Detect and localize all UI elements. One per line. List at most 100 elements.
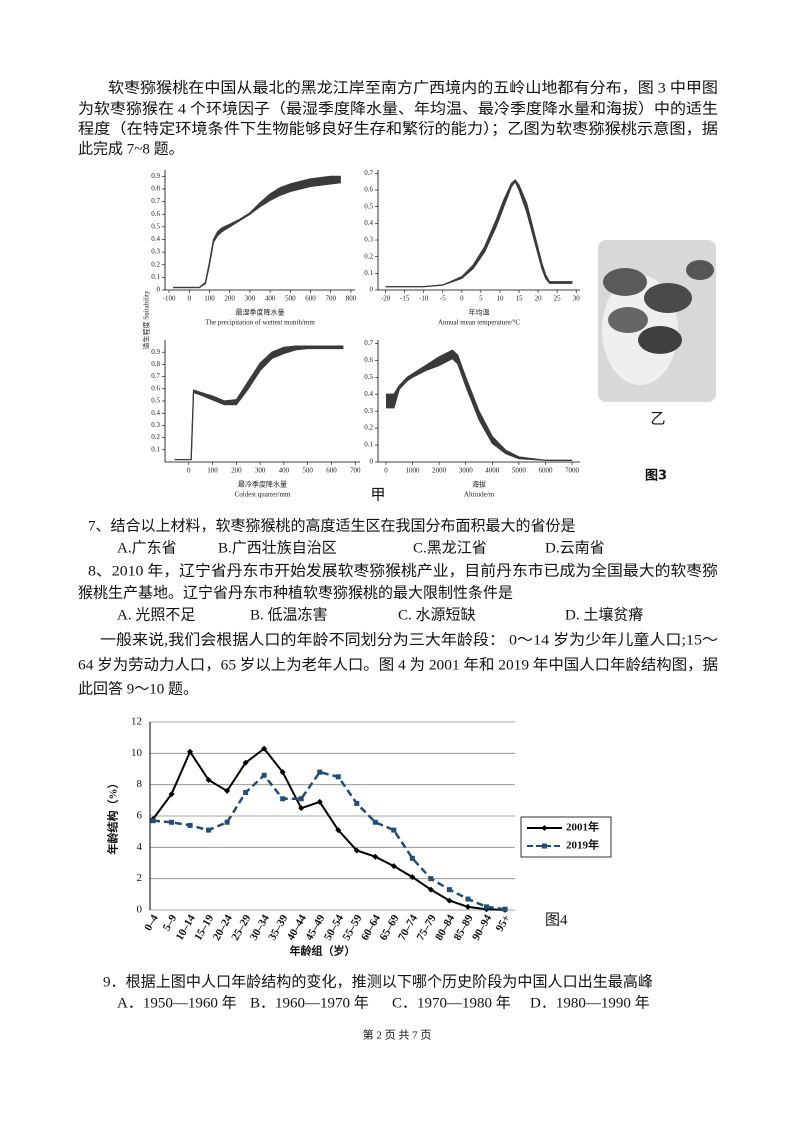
series-line (152, 747, 506, 911)
y-tick-label: 0.7 (364, 169, 373, 177)
x-tick-label: 0 (188, 295, 192, 303)
x-tick-label: 0 (384, 467, 388, 475)
question-stem: 9．根据上图中人口年龄结构的变化，推测以下哪个历史阶段为中国人口出生最高峰 (103, 973, 653, 990)
question-stem: 7、结合以上材料，软枣猕猴桃的高度适生区在我国分布面积最大的省份是 (88, 517, 576, 534)
x-tick-label: 100 (207, 467, 218, 475)
marker (224, 787, 231, 794)
marker (354, 800, 360, 806)
y-tick-label: 6 (137, 810, 143, 822)
marker (224, 819, 230, 825)
x-tick-label: 600 (326, 467, 337, 475)
marker (464, 903, 471, 910)
figure-caption: 图4 (545, 911, 568, 928)
x-tick-label: 6000 (538, 467, 553, 475)
marker (187, 822, 193, 828)
y-tick-label: 0.4 (151, 409, 160, 417)
y-tick-label: 0.6 (364, 356, 373, 364)
y-tick-label: 0.6 (151, 210, 160, 218)
y-tick-label: 0 (137, 904, 143, 916)
paragraph-line: 此回答 9～10 题。 (78, 680, 198, 697)
x-tick-label: 4000 (485, 467, 500, 475)
y-tick-label: 0.3 (151, 421, 160, 429)
x-tick-label: 5 (479, 295, 483, 303)
y-tick-label: 0.9 (151, 348, 160, 356)
band-fill (174, 346, 344, 460)
paragraph-line: 为软枣猕猴在 4 个环境因子（最湿季度降水量、年均温、最冷季度降水量和海拔）中的… (78, 99, 718, 117)
x-tick-label: 400 (279, 467, 290, 475)
band-edge (174, 345, 344, 461)
x-axis-title: 最湿季度降水量 (236, 308, 285, 317)
legend-box (520, 816, 612, 858)
y-tick-label: 0.4 (364, 390, 373, 398)
x-tick-label: 100 (204, 295, 215, 303)
marker (243, 790, 249, 795)
paragraph-line: 此完成 7~8 题。 (78, 140, 184, 157)
option: A．1950—1960 年 (117, 994, 237, 1011)
band-edge (385, 179, 573, 288)
marker (428, 876, 434, 882)
y-tick-label: 0.3 (151, 248, 160, 256)
marker (502, 906, 508, 912)
y-tick-label: 0.2 (151, 260, 160, 268)
band-edge (385, 349, 573, 461)
x-axis-title: 年均温 (469, 308, 490, 317)
x-tick-label: 0 (187, 467, 191, 475)
y-tick-label: 0.6 (364, 186, 373, 194)
x-tick-label: 200 (224, 295, 235, 303)
option: D．1980—1990 年 (530, 994, 650, 1011)
x-tick-label: 5000 (512, 467, 527, 475)
x-axis-title-en: Coldest quarter/mm (235, 491, 291, 499)
band-edge (385, 357, 573, 461)
y-tick-label: 0.8 (151, 185, 160, 193)
x-tick-label: 200 (231, 467, 242, 475)
y-tick-label: 0.5 (364, 373, 373, 381)
y-tick-label: 0.2 (364, 424, 373, 432)
x-tick-label: -10 (419, 295, 429, 303)
marker (446, 897, 453, 904)
x-axis-title-en: Annual mean temperature/°C (438, 319, 520, 327)
series-line (152, 770, 506, 911)
marker (261, 745, 268, 752)
option: B. 低温冻害 (250, 605, 328, 623)
marker (335, 774, 341, 780)
x-tick-label: 3000 (459, 467, 474, 475)
x-tick-label: 700 (325, 295, 336, 303)
y-tick-label: 12 (131, 716, 142, 728)
y-axis-title: 适生程度 Suitability (142, 290, 151, 349)
photo (598, 240, 716, 402)
marker (168, 791, 175, 798)
x-axis-title: 年龄组（岁） (290, 944, 356, 958)
marker (317, 769, 323, 775)
x-tick-label: 2000 (432, 467, 447, 475)
y-tick-label: 0.3 (364, 236, 373, 244)
marker (150, 818, 156, 824)
marker (242, 759, 249, 766)
x-tick-label: 30 (573, 295, 581, 303)
y-tick-label: 0.1 (364, 269, 373, 277)
y-tick-label: 0 (157, 286, 161, 294)
y-tick-label: 0.9 (151, 172, 160, 180)
y-tick-label: 0.4 (151, 235, 160, 243)
option: D. 土壤贫瘠 (565, 605, 643, 623)
x-axis-title: 最冷季度降水量 (238, 480, 287, 489)
marker (206, 827, 212, 833)
y-tick-label: 0.7 (364, 339, 373, 347)
y-tick-label: 0.1 (151, 445, 160, 453)
y-tick-label: 0.5 (364, 202, 373, 210)
paragraph-line: 软枣猕猴桃在中国从最北的黑龙江岸至南方广西境内的五岭山地都有分布，图 3 中甲图 (108, 78, 718, 96)
y-tick-label: 0.6 (151, 384, 160, 392)
legend-label: 2019年 (566, 838, 599, 852)
question-stem: 8、2010 年，辽宁省丹东市开始发展软枣猕猴桃产业，目前丹东市已成为全国最大的… (88, 561, 718, 579)
marker (391, 827, 397, 833)
band-fill (385, 180, 573, 287)
option: D.云南省 (545, 539, 605, 556)
footer: 第 2 页 共 7 页 (363, 1028, 432, 1042)
marker (335, 827, 342, 834)
y-tick-label: 0.2 (151, 433, 160, 441)
y-tick-label: 0.5 (151, 222, 160, 230)
option: B.广西壮族自治区 (218, 539, 337, 556)
marker (298, 805, 305, 812)
y-tick-label: 0.5 (151, 397, 160, 405)
marker (483, 904, 489, 910)
